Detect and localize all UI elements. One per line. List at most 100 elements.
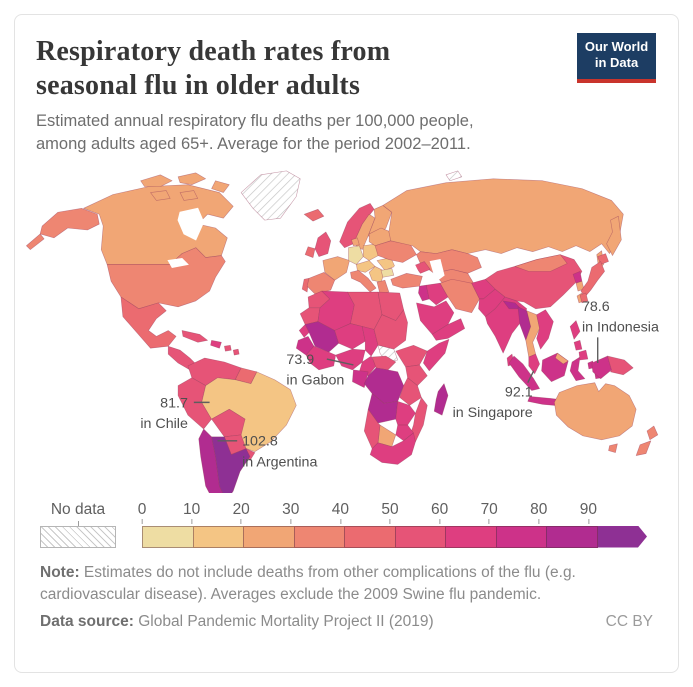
country-turkey[interactable] [390,272,423,288]
country-france[interactable] [322,255,350,281]
country-malaysia[interactable] [528,353,540,374]
country-canada[interactable] [179,189,199,201]
legend-segment-20–30[interactable] [243,525,294,548]
annotation-value: 73.9 [286,351,314,367]
legend-segment-40–50[interactable] [344,525,395,548]
country-united-kingdom[interactable] [314,231,332,257]
country-canada[interactable] [177,172,206,185]
country-denmark[interactable] [351,237,360,246]
country-czech-austria[interactable] [356,259,376,273]
data-source: Data source: Global Pandemic Mortality P… [40,613,434,631]
country-ethiopia[interactable] [395,344,428,367]
country-borneo[interactable] [541,352,569,382]
country-portugal[interactable] [301,277,310,292]
country-zambia[interactable] [395,400,416,425]
black-sea [393,263,420,276]
annotation-value: 92.1 [505,384,533,400]
country-philippines[interactable] [569,319,581,340]
data-source-label: Data source: [40,612,134,630]
country-tasmania[interactable] [608,442,618,453]
country-malaysia-east[interactable] [555,352,569,364]
country-bolivia[interactable] [211,408,246,437]
country-philippines[interactable] [578,349,589,360]
annotation-label: in Singapore [453,405,533,421]
legend-segment-60–70[interactable] [445,525,496,548]
country-cameroon[interactable] [359,355,377,376]
annotation-indonesia: 78.6 in Indonesia [582,298,659,363]
owid-logo-line1: Our World [584,39,649,54]
license-badge[interactable]: CC BY [605,612,653,630]
country-bulgaria[interactable] [380,267,395,278]
country-central-african-republic[interactable] [371,355,397,370]
country-cuba[interactable] [181,329,208,343]
country-japan[interactable] [580,260,605,297]
legend-tick-label: 0 [138,501,146,524]
country-sulawesi[interactable] [569,356,586,381]
hudson-bay [177,207,205,241]
legend-tick-label: 70 [481,501,498,524]
country-greece[interactable] [376,279,390,294]
country-japan[interactable] [579,292,589,303]
country-svalbard[interactable] [445,170,463,181]
country-ireland[interactable] [304,245,316,258]
legend-segment-80–90[interactable] [546,525,598,548]
country-argentina[interactable] [211,436,251,493]
country-somalia[interactable] [423,338,450,371]
country-canada[interactable] [211,179,230,193]
country-germany[interactable] [348,244,364,265]
country-caribbean[interactable] [232,348,240,355]
legend-segment-30–40[interactable] [293,525,344,548]
country-vietnam-laos[interactable] [536,308,554,349]
country-madagascar[interactable] [433,382,449,415]
chart-subtitle: Estimated annual respiratory flu deaths … [36,112,474,154]
country-iceland[interactable] [303,208,325,221]
country-caucasus[interactable] [414,260,431,274]
country-russia[interactable] [606,215,622,256]
country-italy[interactable] [350,269,377,292]
annotation-value: 81.7 [160,395,188,411]
country-canada[interactable] [140,174,173,187]
legend-segment-10–20[interactable] [192,525,243,548]
owid-logo[interactable]: Our World in Data [577,33,656,83]
country-dr-congo[interactable] [363,367,404,404]
country-philippines[interactable] [573,339,583,350]
country-new-guinea-west[interactable] [591,355,612,379]
country-saudi-arabia[interactable] [416,300,455,335]
country-sumatra[interactable] [508,355,540,391]
country-russia[interactable] [382,177,624,254]
annotation-callout-line [527,370,535,383]
country-new-zealand[interactable] [635,439,652,456]
country-caribbean[interactable] [224,344,232,351]
country-papua-new-guinea[interactable] [607,355,634,375]
legend: No data 0 10 20 30 40 50 60 70 80 90 [40,501,653,548]
country-hispaniola[interactable] [210,339,222,348]
country-alaska[interactable] [26,233,45,250]
annotation-label: in Chile [140,415,188,431]
country-south-africa[interactable] [369,432,416,465]
country-levant[interactable] [418,284,430,301]
legend-bar [142,525,648,548]
country-greenland[interactable] [240,170,301,220]
country-australia[interactable] [554,381,637,440]
legend-segment-70–80[interactable] [495,525,546,548]
country-brazil[interactable] [201,371,297,452]
country-mongolia[interactable] [514,253,568,272]
country-spain[interactable] [306,271,335,294]
legend-segment-0–10[interactable] [142,525,193,548]
country-new-zealand[interactable] [646,425,659,440]
country-alaska[interactable] [39,207,100,238]
country-yemen-oman[interactable] [431,317,466,341]
legend-segment-90+[interactable] [598,526,648,548]
country-senegal[interactable] [298,323,310,338]
world-map: 78.6 in Indonesia 73.9 in Gabon 92.1 in … [26,170,659,493]
country-canada[interactable] [150,189,171,201]
country-mexico[interactable] [120,296,177,348]
country-syria-iraq[interactable] [426,282,449,305]
owid-logo-line2: in Data [594,55,639,71]
legend-tick-label: 30 [282,501,299,524]
legend-segment-50–60[interactable] [394,525,445,548]
no-data-swatch[interactable] [40,525,116,548]
country-canada[interactable] [83,183,234,265]
chart-header: Respiratory death rates from seasonal fl… [36,33,657,157]
country-mozambique[interactable] [409,396,428,442]
